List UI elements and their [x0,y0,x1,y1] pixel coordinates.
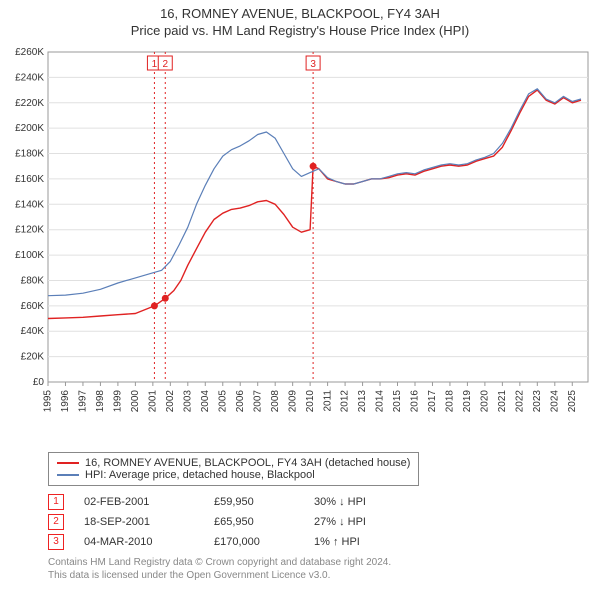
chart-svg: £0 £20K £40K £60K £80K £100K £120K £140K £160K £1… [0,42,600,442]
svg-text:1995: 1995 [43,390,54,413]
sale-marker-icon: 2 [48,514,64,530]
legend-item: HPI: Average price, detached house, Blac… [57,469,410,481]
svg-text:2017: 2017 [427,390,438,413]
svg-text:2025: 2025 [567,390,578,413]
figure: 16, ROMNEY AVENUE, BLACKPOOL, FY4 3AH Pr… [0,0,600,582]
svg-text:£160K: £160K [15,174,44,185]
svg-text:1997: 1997 [78,390,89,413]
svg-text:2024: 2024 [549,390,560,413]
svg-text:2020: 2020 [480,390,491,413]
svg-text:2000: 2000 [130,390,141,413]
svg-text:2002: 2002 [165,390,176,413]
svg-text:1999: 1999 [113,390,124,413]
license-text: Contains HM Land Registry data © Crown c… [48,556,580,582]
svg-text:2005: 2005 [217,390,228,413]
svg-text:1998: 1998 [95,390,106,413]
svg-text:£220K: £220K [15,98,44,109]
svg-text:1996: 1996 [60,390,71,413]
sale-marker-icon: 1 [48,494,64,510]
svg-text:£180K: £180K [15,149,44,160]
svg-text:£120K: £120K [15,225,44,236]
svg-text:£40K: £40K [21,326,45,337]
svg-text:£140K: £140K [15,199,44,210]
legend-item: 16, ROMNEY AVENUE, BLACKPOOL, FY4 3AH (d… [57,457,410,469]
svg-text:2009: 2009 [287,390,298,413]
svg-text:2016: 2016 [410,390,421,413]
svg-text:£260K: £260K [15,47,44,58]
svg-text:2012: 2012 [340,390,351,413]
svg-text:2010: 2010 [305,390,316,413]
sale-price: £59,950 [214,496,294,508]
sale-row: 1 02-FEB-2001 £59,950 30% ↓ HPI [48,492,580,512]
svg-text:£80K: £80K [21,275,45,286]
sale-diff: 1% ↑ HPI [314,536,394,548]
svg-text:2008: 2008 [270,390,281,413]
svg-text:2001: 2001 [147,390,158,413]
title-subtitle: Price paid vs. HM Land Registry's House … [0,23,600,38]
svg-text:2007: 2007 [252,390,263,413]
sale-row: 2 18-SEP-2001 £65,950 27% ↓ HPI [48,512,580,532]
svg-text:2015: 2015 [392,390,403,413]
sale-date: 18-SEP-2001 [84,516,194,528]
legend-swatch [57,462,79,464]
svg-text:2018: 2018 [445,390,456,413]
svg-text:2006: 2006 [235,390,246,413]
svg-text:2: 2 [162,59,168,70]
svg-text:2004: 2004 [200,390,211,413]
title-address: 16, ROMNEY AVENUE, BLACKPOOL, FY4 3AH [0,6,600,21]
sale-diff: 27% ↓ HPI [314,516,394,528]
svg-text:2021: 2021 [497,390,508,413]
svg-text:£0: £0 [33,377,45,388]
legend: 16, ROMNEY AVENUE, BLACKPOOL, FY4 3AH (d… [48,452,419,486]
svg-text:£100K: £100K [15,250,44,261]
svg-text:£240K: £240K [15,72,44,83]
svg-text:2014: 2014 [375,390,386,413]
title-block: 16, ROMNEY AVENUE, BLACKPOOL, FY4 3AH Pr… [0,0,600,38]
svg-text:2003: 2003 [182,390,193,413]
chart: £0 £20K £40K £60K £80K £100K £120K £140K £160K £1… [0,42,600,442]
svg-text:1: 1 [152,59,158,70]
svg-text:£200K: £200K [15,123,44,134]
sale-date: 02-FEB-2001 [84,496,194,508]
sales-table: 1 02-FEB-2001 £59,950 30% ↓ HPI 2 18-SEP… [48,492,580,552]
svg-text:2011: 2011 [322,390,333,412]
svg-text:£60K: £60K [21,301,45,312]
legend-swatch [57,474,79,476]
svg-text:3: 3 [310,59,316,70]
sale-row: 3 04-MAR-2010 £170,000 1% ↑ HPI [48,532,580,552]
svg-text:2019: 2019 [462,390,473,413]
svg-text:2022: 2022 [514,390,525,413]
svg-text:£20K: £20K [21,352,45,363]
license-line: This data is licensed under the Open Gov… [48,569,580,582]
license-line: Contains HM Land Registry data © Crown c… [48,556,580,569]
sale-diff: 30% ↓ HPI [314,496,394,508]
sale-price: £170,000 [214,536,294,548]
legend-label: HPI: Average price, detached house, Blac… [85,469,315,481]
legend-label: 16, ROMNEY AVENUE, BLACKPOOL, FY4 3AH (d… [85,457,410,469]
sale-price: £65,950 [214,516,294,528]
svg-text:2013: 2013 [357,390,368,413]
sale-date: 04-MAR-2010 [84,536,194,548]
svg-text:2023: 2023 [532,390,543,413]
sale-marker-icon: 3 [48,534,64,550]
